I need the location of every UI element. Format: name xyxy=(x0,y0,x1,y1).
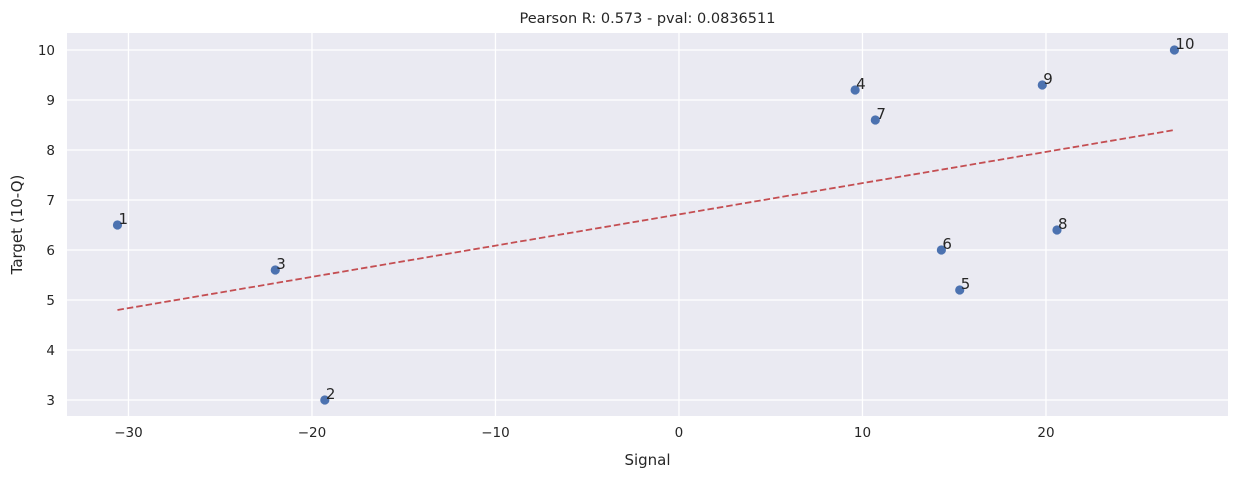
point-label: 4 xyxy=(856,75,866,93)
point-marker xyxy=(320,395,330,405)
point-marker xyxy=(1169,45,1180,55)
data-point: 3 xyxy=(270,255,286,275)
point-label: 1 xyxy=(118,210,128,228)
point-label: 9 xyxy=(1043,70,1053,88)
x-axis-ticks: −30 −20 −10 0 10 20 xyxy=(114,425,1054,441)
point-marker xyxy=(270,265,280,275)
y-tick-label: 7 xyxy=(46,193,55,209)
point-marker xyxy=(850,85,860,95)
point-label: 6 xyxy=(942,235,952,253)
x-tick-label: 10 xyxy=(854,425,871,441)
x-axis-label: Signal xyxy=(624,451,670,469)
point-label: 5 xyxy=(961,275,971,293)
data-point: 4 xyxy=(850,75,866,95)
y-tick-label: 8 xyxy=(46,143,55,159)
y-axis-label: Target (10-Q) xyxy=(8,175,26,276)
point-label: 3 xyxy=(276,255,286,273)
point-marker xyxy=(1052,225,1062,235)
regression-line xyxy=(117,129,1175,311)
y-tick-label: 5 xyxy=(46,293,55,309)
data-point: 7 xyxy=(870,105,886,125)
data-point: 8 xyxy=(1052,215,1068,235)
y-axis-ticks: 3 4 5 6 7 8 9 10 xyxy=(38,43,55,409)
point-label: 8 xyxy=(1058,215,1068,233)
data-point: 2 xyxy=(320,385,335,405)
point-label: 10 xyxy=(1175,35,1194,53)
point-marker xyxy=(955,285,965,295)
y-tick-label: 9 xyxy=(46,93,55,109)
plot-area xyxy=(67,33,1228,416)
y-tick-label: 4 xyxy=(46,343,55,359)
point-label: 2 xyxy=(326,385,336,403)
fit-line xyxy=(117,129,1175,311)
data-point: 1 xyxy=(112,210,128,230)
data-point: 10 xyxy=(1169,35,1195,55)
data-points: 1 2 3 4 5 6 7 8 9 10 xyxy=(112,35,1195,405)
data-point: 5 xyxy=(955,275,970,295)
x-tick-label: −30 xyxy=(114,425,143,441)
y-tick-label: 10 xyxy=(38,43,55,59)
x-tick-label: 20 xyxy=(1037,425,1054,441)
grid-lines xyxy=(67,33,1228,416)
point-label: 7 xyxy=(876,105,886,123)
data-point: 9 xyxy=(1037,70,1053,90)
x-tick-label: 0 xyxy=(675,425,684,441)
x-tick-label: −20 xyxy=(298,425,327,441)
data-point: 6 xyxy=(936,235,952,255)
point-marker xyxy=(112,220,123,230)
y-tick-label: 6 xyxy=(46,243,55,259)
point-marker xyxy=(870,115,880,125)
point-marker xyxy=(1037,80,1047,90)
chart-title: Pearson R: 0.573 - pval: 0.0836511 xyxy=(520,11,776,27)
y-tick-label: 3 xyxy=(46,393,55,409)
point-marker xyxy=(936,245,946,255)
x-tick-label: −10 xyxy=(481,425,510,441)
